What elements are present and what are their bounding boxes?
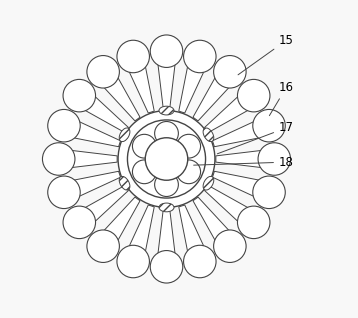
Polygon shape [103, 76, 140, 121]
Circle shape [253, 176, 285, 209]
Circle shape [184, 40, 216, 73]
Circle shape [145, 138, 188, 180]
Circle shape [184, 245, 216, 278]
Circle shape [177, 160, 200, 184]
Circle shape [118, 111, 215, 207]
Polygon shape [72, 121, 121, 147]
Ellipse shape [203, 128, 214, 142]
Circle shape [258, 143, 291, 175]
Text: 16: 16 [269, 81, 294, 116]
Circle shape [127, 120, 205, 198]
Circle shape [155, 121, 178, 145]
Circle shape [132, 134, 156, 158]
Polygon shape [205, 185, 250, 223]
Polygon shape [72, 171, 121, 197]
Polygon shape [193, 197, 230, 242]
Circle shape [150, 251, 183, 283]
Circle shape [63, 206, 96, 238]
Circle shape [253, 109, 285, 142]
Text: 15: 15 [238, 34, 294, 75]
Circle shape [150, 35, 183, 67]
Polygon shape [129, 205, 154, 253]
Polygon shape [70, 150, 117, 168]
Circle shape [117, 40, 149, 73]
Text: 18: 18 [194, 156, 294, 169]
Polygon shape [193, 76, 230, 121]
Ellipse shape [119, 176, 130, 190]
Ellipse shape [159, 203, 174, 212]
Polygon shape [83, 95, 129, 133]
Circle shape [48, 176, 80, 209]
Circle shape [43, 143, 75, 175]
Circle shape [155, 173, 178, 197]
Polygon shape [129, 65, 154, 113]
Circle shape [214, 56, 246, 88]
Polygon shape [83, 185, 129, 223]
Polygon shape [213, 171, 261, 197]
Polygon shape [158, 208, 175, 255]
Polygon shape [158, 63, 175, 110]
Polygon shape [205, 95, 250, 133]
Polygon shape [103, 197, 140, 242]
Circle shape [132, 160, 156, 184]
Polygon shape [179, 205, 205, 253]
Circle shape [87, 56, 119, 88]
Ellipse shape [203, 176, 214, 190]
Circle shape [177, 134, 200, 158]
Circle shape [87, 230, 119, 262]
Circle shape [117, 245, 149, 278]
Polygon shape [216, 150, 263, 168]
Polygon shape [179, 65, 205, 113]
Ellipse shape [119, 128, 130, 142]
Circle shape [237, 206, 270, 238]
Text: 17: 17 [217, 121, 294, 154]
Circle shape [237, 80, 270, 112]
Circle shape [214, 230, 246, 262]
Circle shape [48, 109, 80, 142]
Circle shape [63, 80, 96, 112]
Polygon shape [213, 121, 261, 147]
Ellipse shape [159, 106, 174, 115]
